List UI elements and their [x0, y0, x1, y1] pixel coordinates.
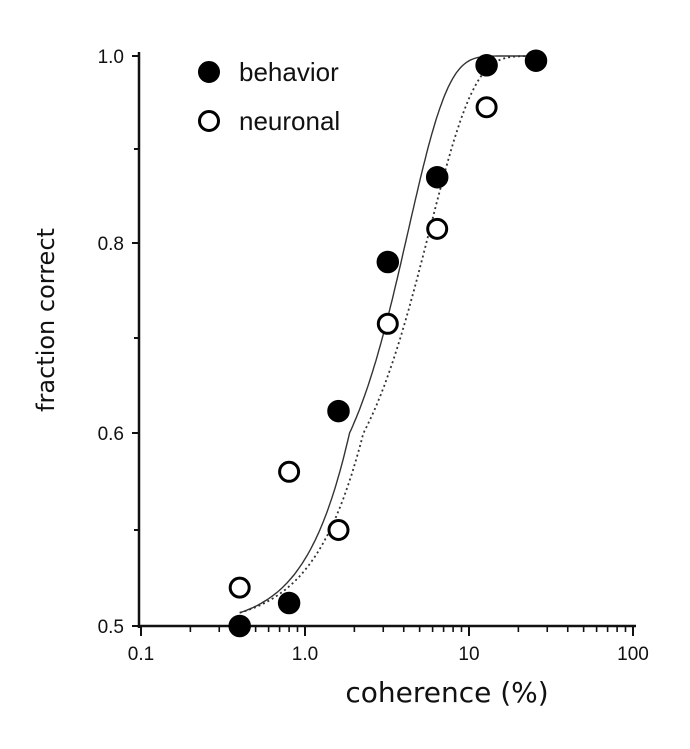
point-behavior: [327, 399, 350, 423]
x-axis-title: coherence (%): [345, 676, 548, 709]
y-tick-label: 0.6: [98, 424, 124, 445]
point-behavior: [228, 614, 251, 638]
point-behavior: [524, 49, 548, 72]
x-tick-label: 10: [458, 644, 479, 665]
legend-marker-neuronal: [198, 110, 220, 132]
point-behavior: [376, 250, 400, 274]
point-neuronal: [376, 312, 399, 335]
point-neuronal: [327, 519, 350, 541]
y-axis-title: fraction correct: [32, 228, 60, 412]
x-tick-label: 0.1: [128, 644, 154, 665]
legend-marker-behavior: [198, 61, 220, 83]
legend-label-behavior: behavior: [239, 57, 339, 87]
point-behavior: [475, 54, 498, 77]
point-neuronal: [228, 576, 251, 599]
plot-area: 0.5 0.6 0.8 1.0 0.1 1.0 10 100: [98, 47, 649, 665]
y-tick-label: 0.5: [98, 617, 124, 638]
x-axis-ticks: 0.1 1.0 10 100: [128, 626, 649, 665]
y-tick-label: 1.0: [98, 47, 124, 68]
point-behavior: [425, 165, 449, 189]
x-tick-label: 1.0: [292, 644, 318, 665]
point-behavior: [277, 591, 301, 615]
legend-label-neuronal: neuronal: [239, 106, 340, 136]
point-neuronal: [426, 217, 449, 240]
point-neuronal: [475, 96, 498, 119]
point-neuronal: [278, 460, 301, 483]
legend: behavior neuronal: [198, 57, 340, 136]
y-axis-ticks: 0.5 0.6 0.8 1.0: [98, 47, 139, 638]
y-tick-label: 0.8: [98, 234, 124, 255]
x-tick-label: 100: [617, 644, 649, 665]
data-points: [228, 49, 548, 638]
